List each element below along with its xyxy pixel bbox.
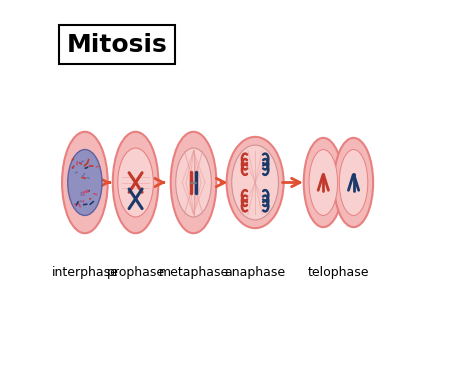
Ellipse shape — [62, 132, 108, 233]
Text: metaphase: metaphase — [158, 266, 228, 279]
Ellipse shape — [304, 138, 343, 227]
Ellipse shape — [171, 132, 216, 233]
Ellipse shape — [118, 148, 154, 217]
Text: telophase: telophase — [308, 266, 369, 279]
Ellipse shape — [176, 148, 211, 217]
Text: prophase: prophase — [107, 266, 164, 279]
Ellipse shape — [113, 132, 158, 233]
Ellipse shape — [68, 150, 102, 215]
Text: Mitosis: Mitosis — [67, 33, 167, 57]
Ellipse shape — [232, 145, 279, 220]
Ellipse shape — [309, 150, 337, 215]
Ellipse shape — [334, 138, 373, 227]
Ellipse shape — [227, 137, 283, 228]
Ellipse shape — [339, 150, 368, 215]
Text: anaphase: anaphase — [225, 266, 286, 279]
Text: interphase: interphase — [52, 266, 118, 279]
